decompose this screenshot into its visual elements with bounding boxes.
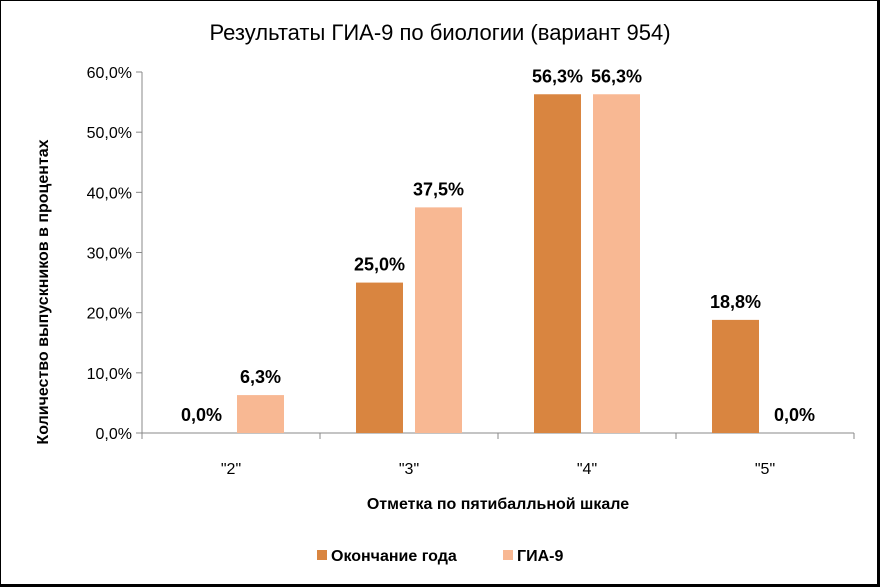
data-label: 25,0% bbox=[354, 255, 405, 275]
x-tick-label: "4" bbox=[577, 461, 597, 478]
data-labels: 0,0% 6,3% 25,0% 37,5% 56,3% 56,3% 18,8% 0,0% bbox=[181, 66, 815, 425]
data-label: 18,8% bbox=[710, 292, 761, 312]
bar bbox=[534, 94, 581, 434]
bar bbox=[415, 207, 462, 433]
y-tick-label: 10,0% bbox=[87, 366, 132, 383]
bar bbox=[237, 395, 284, 433]
data-label: 56,3% bbox=[532, 66, 583, 86]
bar bbox=[712, 319, 759, 433]
y-tick-label: 60,0% bbox=[87, 65, 132, 82]
y-tick-label: 50,0% bbox=[87, 125, 132, 142]
y-ticks: 0,0% 10,0% 20,0% 30,0% 40,0% 50,0% 60,0% bbox=[87, 65, 142, 443]
data-label: 6,3% bbox=[240, 367, 281, 387]
x-tick-label: "2" bbox=[221, 461, 241, 478]
data-label: 0,0% bbox=[774, 405, 815, 425]
x-tick-label: "5" bbox=[755, 461, 775, 478]
data-label: 37,5% bbox=[413, 179, 464, 199]
legend-label: Окончание года bbox=[331, 548, 457, 565]
y-tick-label: 40,0% bbox=[87, 185, 132, 202]
bars bbox=[237, 94, 759, 434]
y-axis-label: Количество выпускников в процентах bbox=[35, 139, 52, 444]
legend: Окончание года ГИА-9 bbox=[317, 548, 563, 565]
x-tick-label: "3" bbox=[399, 461, 419, 478]
legend-label: ГИА-9 bbox=[517, 548, 563, 565]
data-label: 0,0% bbox=[181, 405, 222, 425]
bar bbox=[356, 282, 403, 433]
y-tick-label: 30,0% bbox=[87, 246, 132, 263]
y-tick-label: 20,0% bbox=[87, 306, 132, 323]
y-tick-label: 0,0% bbox=[96, 426, 132, 443]
legend-swatch bbox=[503, 550, 513, 560]
chart-title: Результаты ГИА-9 по биологии (вариант 95… bbox=[209, 20, 670, 45]
data-label: 56,3% bbox=[591, 66, 642, 86]
x-ticks: "2" "3" "4" "5" bbox=[141, 433, 855, 478]
x-axis-label: Отметка по пятибалльной шкале bbox=[367, 496, 629, 513]
legend-swatch bbox=[317, 550, 327, 560]
bar bbox=[593, 94, 640, 434]
